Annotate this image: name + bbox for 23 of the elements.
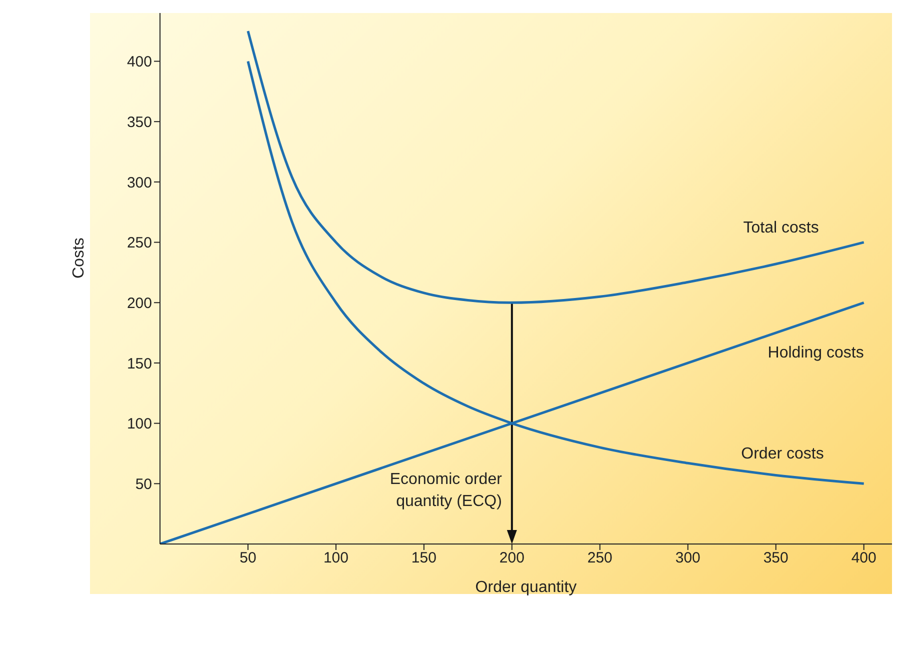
x-tick-label: 350 [763, 550, 788, 567]
x-tick-label: 150 [411, 550, 436, 567]
y-tick-label: 200 [126, 294, 152, 312]
series-label: Total costs [743, 219, 819, 236]
series-label: Order costs [741, 446, 824, 463]
y-tick-label: 50 [135, 476, 152, 493]
x-tick-label: 250 [587, 550, 612, 567]
series-label: Holding costs [768, 344, 864, 362]
x-tick-label: 50 [240, 550, 256, 567]
x-tick-label: 100 [323, 550, 348, 567]
x-axis-title: Order quantity [475, 579, 577, 596]
x-tick-label: 300 [675, 550, 700, 567]
y-axis-title: Costs [70, 238, 88, 278]
line-series [246, 30, 866, 304]
y-tick-label: 300 [126, 174, 152, 192]
x-tick-label: 400 [851, 550, 876, 567]
y-tick-label: 400 [126, 54, 152, 71]
x-tick-label: 200 [499, 550, 524, 567]
annotation: Economic order quantity (ECQ) [390, 471, 503, 510]
y-tick-label: 150 [126, 355, 152, 372]
y-tick-label: 250 [126, 234, 152, 252]
y-tick-label: 100 [126, 416, 152, 433]
y-tick-label: 350 [126, 114, 152, 131]
